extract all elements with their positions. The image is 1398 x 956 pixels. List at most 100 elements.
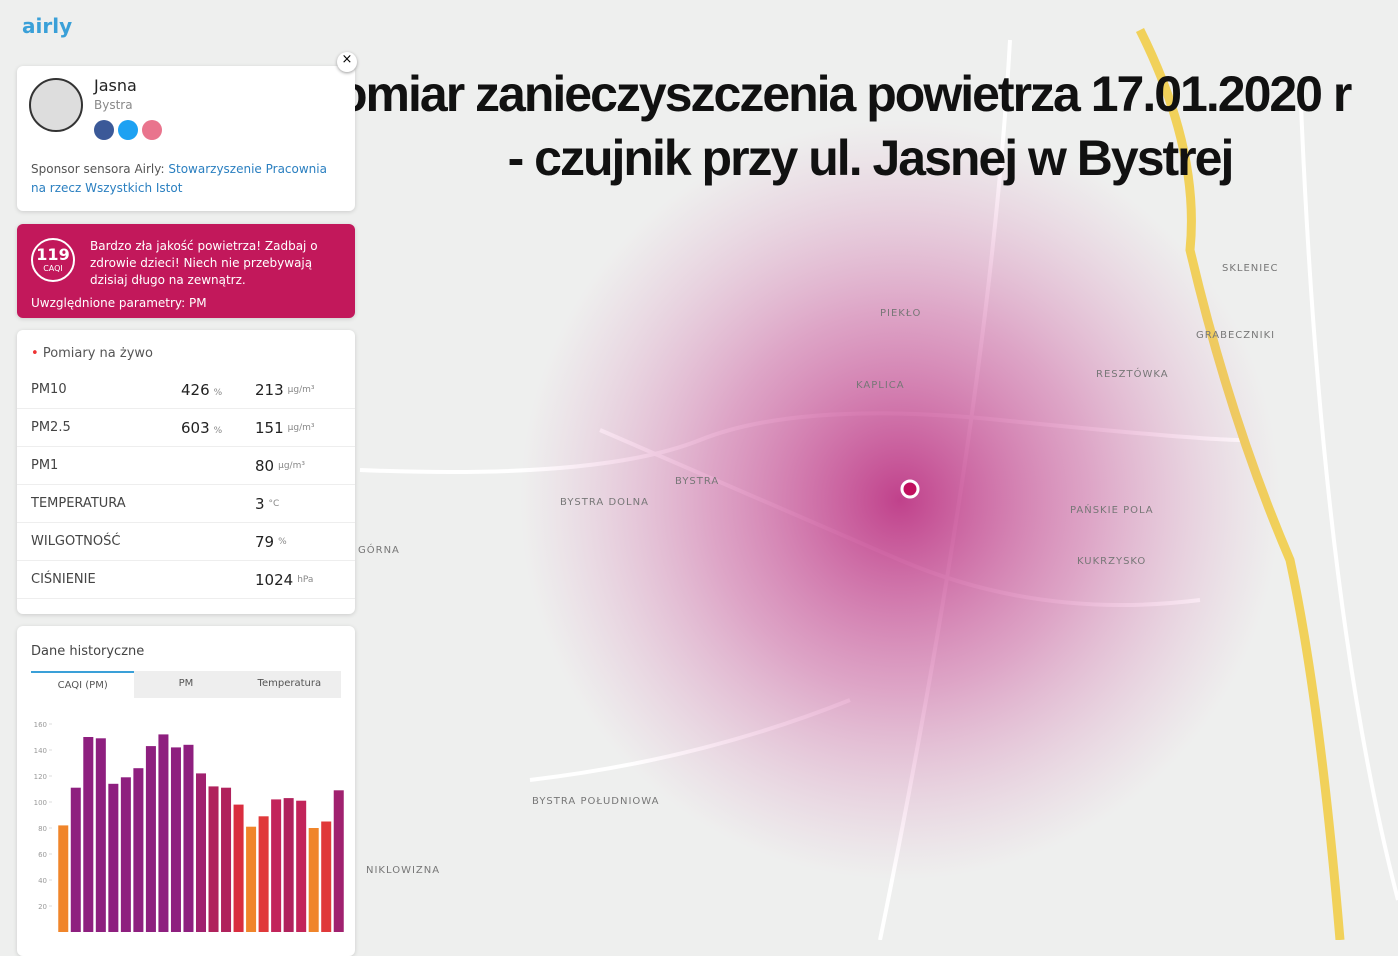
- param-name: WILGOTNOŚĆ: [31, 534, 181, 549]
- tab[interactable]: Temperatura: [238, 671, 341, 698]
- map-label: GRABECZNIKI: [1196, 330, 1275, 341]
- percent-value: 603: [181, 419, 210, 437]
- y-tick-label: 40: [38, 877, 47, 885]
- bar: [321, 822, 331, 933]
- map-label: GÓRNA: [358, 543, 400, 556]
- map-label: BYSTRA: [675, 476, 719, 487]
- tab[interactable]: PM: [134, 671, 237, 698]
- param-unit: hPa: [297, 575, 313, 585]
- bar: [221, 788, 231, 932]
- param-name: TEMPERATURA: [31, 496, 181, 511]
- bar: [309, 828, 319, 932]
- twitter[interactable]: [118, 120, 138, 140]
- title: - czujnik przy ul. Jasnej w Bystrej: [300, 128, 1398, 188]
- percent-unit: %: [214, 426, 223, 436]
- bar: [284, 798, 294, 932]
- bar: [108, 784, 118, 932]
- instagram[interactable]: [142, 120, 162, 140]
- y-tick-label: 100: [34, 799, 47, 807]
- sensor-card: Jasna Bystra Sponsor sensora Airly: Stow…: [17, 66, 355, 211]
- param-name: PM2.5: [31, 420, 181, 435]
- map-label: KUKRZYSKO: [1077, 556, 1146, 567]
- bar: [146, 746, 156, 932]
- bar: [58, 825, 68, 932]
- sensor-marker[interactable]: [902, 481, 918, 497]
- live-row: TEMPERATURA 3 °C: [17, 485, 355, 523]
- param-value: 80: [255, 457, 274, 475]
- bar: [296, 801, 306, 932]
- map-label: RESZTÓWKA: [1096, 367, 1169, 380]
- bar: [121, 777, 131, 932]
- y-tick-label: 20: [38, 903, 47, 911]
- bar: [96, 738, 106, 932]
- live-row: PM1 80 µg/m³: [17, 447, 355, 485]
- bar: [133, 768, 143, 932]
- param-unit: µg/m³: [278, 461, 305, 471]
- y-tick-label: 160: [34, 721, 47, 729]
- live-row: WILGOTNOŚĆ 79%: [17, 523, 355, 561]
- sponsor-label: Sponsor sensora Airly:: [31, 162, 165, 176]
- map-label: PAŃSKIE POLA: [1070, 503, 1154, 516]
- sponsor-logo: [29, 78, 83, 132]
- param-value: 213: [255, 381, 284, 399]
- bar: [209, 786, 219, 932]
- param-unit: °C: [269, 499, 280, 509]
- param-unit: %: [278, 537, 287, 547]
- tab[interactable]: CAQI (PM): [31, 671, 134, 698]
- percent-value: 426: [181, 381, 210, 399]
- bar: [83, 737, 93, 932]
- facebook[interactable]: [94, 120, 114, 140]
- param-unit: µg/m³: [288, 385, 315, 395]
- alert-message: Bardzo zła jakość powietrza! Zadbaj o zd…: [90, 238, 345, 289]
- param-name: CIŚNIENIE: [31, 572, 181, 587]
- param-name: PM10: [31, 382, 181, 397]
- map-label: KAPLICA: [856, 380, 905, 391]
- y-tick-label: 120: [34, 773, 47, 781]
- live-heading: • Pomiary na żywo: [17, 330, 355, 371]
- param-value: 79: [255, 533, 274, 551]
- live-heading-text: Pomiary na żywo: [43, 346, 153, 361]
- live-row: CIŚNIENIE 1024 hPa: [17, 561, 355, 599]
- bar: [271, 799, 281, 932]
- alert-params: Uwzględnione parametry: PM: [31, 296, 207, 310]
- caqi-index: 119: [33, 245, 73, 264]
- sensor-location: Bystra: [94, 98, 133, 112]
- y-tick-label: 60: [38, 851, 47, 859]
- sponsor: Sponsor sensora Airly: Stowarzyszenie Pr…: [31, 160, 341, 198]
- bar: [259, 816, 269, 932]
- param-value: 151: [255, 419, 284, 437]
- param-percent: 426%: [181, 381, 255, 399]
- param-value: 1024: [255, 571, 293, 589]
- history-chart: 20 40 60 80 100 120 140 160: [17, 716, 355, 956]
- caqi-label: CAQI: [33, 264, 73, 273]
- bar: [171, 747, 181, 932]
- param-unit: µg/m³: [288, 423, 315, 433]
- y-tick-label: 80: [38, 825, 47, 833]
- bar: [246, 827, 256, 932]
- param-percent: 603%: [181, 419, 255, 437]
- close-button[interactable]: ×: [337, 52, 357, 72]
- param-value: 3: [255, 495, 265, 513]
- bar: [234, 805, 244, 932]
- param-name: PM1: [31, 458, 181, 473]
- bar: [158, 734, 168, 932]
- history-heading: Dane historyczne: [17, 626, 355, 671]
- y-tick-label: 140: [34, 747, 47, 755]
- bar: [334, 790, 344, 932]
- bar: [183, 745, 193, 932]
- bar: [196, 773, 206, 932]
- map-label: BYSTRA POŁUDNIOWA: [532, 796, 659, 807]
- sensor-name: Jasna: [94, 76, 137, 95]
- map-label: PIEKŁO: [880, 308, 921, 319]
- logo[interactable]: airly: [22, 14, 72, 38]
- title: Pomiar zanieczyszczenia powietrza 17.01.…: [258, 64, 1398, 124]
- page: BYSTRA DOLNABYSTRAPIEKŁOKAPLICARESZTÓWKA…: [0, 0, 1398, 940]
